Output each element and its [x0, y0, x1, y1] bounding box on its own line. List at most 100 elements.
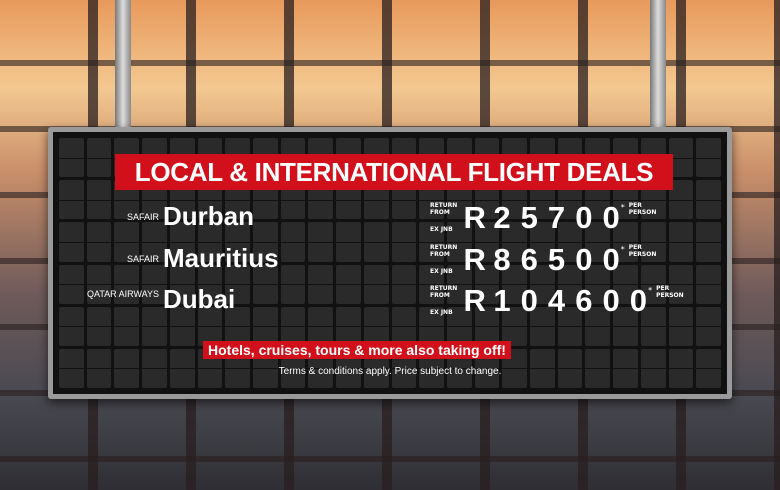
flap-tile: [308, 222, 334, 262]
flap-tile: [585, 264, 611, 304]
flap-tile: [696, 348, 721, 388]
flap-tile: [696, 264, 721, 304]
flap-tile: [474, 222, 500, 262]
per-person-label: PER PERSON: [628, 202, 657, 216]
flap-tile: [225, 264, 250, 304]
flap-tile: [696, 138, 721, 178]
price-digit: 7: [547, 200, 566, 235]
currency-symbol: R: [463, 200, 486, 235]
flap-tile: [557, 306, 583, 346]
flap-tile: [446, 264, 472, 304]
price-digit: 0: [575, 200, 593, 235]
flap-tile: [169, 222, 195, 262]
flap-tile: [363, 306, 389, 346]
ex-jnb-label: EX JNB: [430, 268, 453, 275]
flap-tile: [696, 180, 721, 220]
flap-tile: [557, 222, 583, 262]
flap-tile: [308, 264, 334, 304]
flap-tile: [668, 222, 694, 262]
flap-tile: [336, 306, 361, 346]
deal-row[interactable]: QATAR AIRWAYS Dubai RETURN FROM EX JNB R…: [53, 282, 727, 320]
airline-name: SAFAIR: [126, 212, 159, 222]
flap-tile: [446, 306, 472, 346]
flap-tile: [613, 264, 638, 304]
return-from-label: RETURN FROM: [430, 244, 458, 258]
flap-tile: [59, 264, 84, 304]
flap-tile: [114, 222, 140, 262]
airline-name: SAFAIR: [126, 254, 159, 264]
price-digit: 0: [520, 283, 538, 318]
flap-tile: [336, 264, 361, 304]
flap-tile: [668, 348, 694, 388]
ex-jnb-label: EX JNB: [430, 309, 453, 316]
flap-tile: [391, 264, 417, 304]
flap-tile: [280, 222, 306, 262]
destination-city: Dubai: [163, 284, 236, 314]
flap-tile: [225, 222, 250, 262]
price-digit: 0: [602, 242, 620, 277]
flap-tile: [86, 348, 112, 388]
flap-tile: [280, 264, 306, 304]
flap-tile: [197, 264, 223, 304]
flap-tile: [114, 348, 140, 388]
flap-tile: [391, 306, 417, 346]
flap-tile: [530, 306, 555, 346]
price: R 8 6 5 0 0 * PER PERSON: [461, 241, 656, 279]
currency-symbol: R: [463, 283, 486, 318]
return-from-label: RETURN FROM: [430, 202, 458, 216]
flap-tile: [308, 306, 334, 346]
flap-tile: [252, 222, 278, 262]
flap-tile: [114, 264, 140, 304]
flap-tile: [86, 138, 112, 178]
flap-tile: [613, 348, 638, 388]
flap-tile: [59, 222, 84, 262]
flap-tile: [59, 348, 84, 388]
price-digit: 4: [547, 283, 566, 318]
ex-jnb-label: EX JNB: [430, 226, 453, 233]
price-digit: 0: [602, 200, 620, 235]
airline-name: QATAR AIRWAYS: [86, 289, 159, 299]
flap-tile: [142, 264, 167, 304]
flap-tile: [502, 306, 528, 346]
price-digit: 5: [520, 200, 538, 235]
flap-tile: [557, 348, 583, 388]
flap-tile: [557, 264, 583, 304]
board-pole-left: [115, 0, 131, 135]
flap-tile: [530, 222, 555, 262]
flap-tile: [86, 306, 112, 346]
flap-tile: [59, 180, 84, 220]
flap-tile: [142, 348, 167, 388]
flap-tile: [585, 222, 611, 262]
flap-tile: [640, 306, 666, 346]
flap-tile: [363, 222, 389, 262]
flap-tile: [419, 222, 444, 262]
return-from-label: RETURN FROM: [430, 285, 458, 299]
deal-row[interactable]: SAFAIR Durban RETURN FROM EX JNB R 2 5 7 0 0 *…: [53, 199, 727, 237]
flap-tile: [280, 306, 306, 346]
flap-tile: [86, 264, 112, 304]
price-digit: 8: [493, 242, 511, 277]
flap-tile: [86, 180, 112, 220]
flap-tile: [640, 264, 666, 304]
price-digit: 0: [629, 283, 648, 318]
flap-tile: [502, 222, 528, 262]
flap-tile: [59, 138, 84, 178]
flap-tile: [474, 306, 500, 346]
flap-tile: [169, 348, 195, 388]
destination-city: Mauritius: [163, 243, 279, 273]
asterisk: *: [648, 286, 653, 295]
flap-tile: [86, 222, 112, 262]
flap-tile: [640, 348, 666, 388]
flap-tile: [169, 306, 195, 346]
flap-tile: [668, 306, 694, 346]
flap-tile: [142, 306, 167, 346]
flap-tile: [419, 306, 444, 346]
flap-tile: [474, 264, 500, 304]
flap-tile: [585, 306, 611, 346]
flap-tile: [668, 264, 694, 304]
flap-tile: [197, 222, 223, 262]
flap-tile: [613, 306, 638, 346]
flap-tile: [696, 222, 721, 262]
flap-tile: [197, 306, 223, 346]
